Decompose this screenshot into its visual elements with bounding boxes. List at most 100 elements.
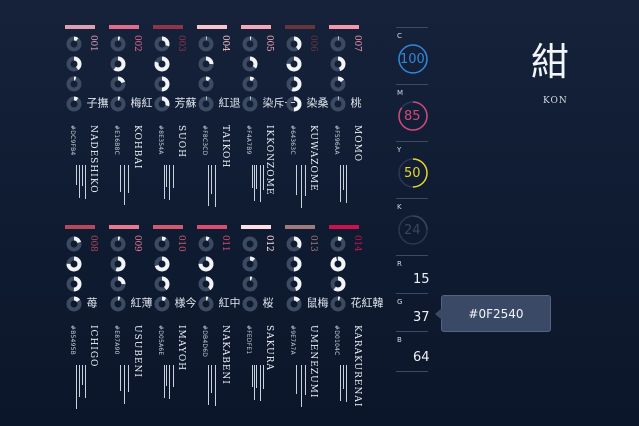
color-swatch-bar [197,25,227,29]
mini-ring-icon [154,296,170,312]
key-value: 24 [404,223,421,238]
rgb-line [124,365,125,404]
cyan-value: 100 [400,52,425,67]
rgb-line [82,165,83,186]
rgb-line [305,365,306,395]
key-ring [398,215,428,245]
rgb-line [76,365,77,409]
color-swatch-bar [109,225,139,229]
divider [396,198,428,199]
mini-ring-icon [330,76,346,92]
color-swatch-bar [197,225,227,229]
rgb-lines [208,365,222,410]
cmyk-label-y: Y [397,146,402,154]
cmyk-mini-rings [286,36,302,116]
rgb-line [301,165,302,208]
cmyk-mini-rings [66,236,82,316]
divider [396,371,428,372]
color-hex: #D0104C [333,325,340,356]
color-romaji: TAIKOH [220,125,230,169]
mini-ring-icon [154,56,170,72]
rgb-lines [252,165,266,210]
cyan-ring [398,44,428,74]
color-hex: #D05A6E [157,325,164,356]
color-number: 011 [220,235,230,252]
color-swatch-bar [153,25,183,29]
color-swatch-bar [241,225,271,229]
color-swatch-bar [153,225,183,229]
rgb-lines [296,365,310,410]
rgb-line [301,365,302,407]
color-kanji: 中紅 [217,297,241,309]
cmyk-mini-rings [330,36,346,116]
color-hex: #B5495B [69,325,76,355]
color-number: 003 [176,35,186,52]
rgb-line [343,365,344,389]
mini-ring-icon [198,296,214,312]
mini-ring-icon [286,256,302,272]
rgb-line [340,165,341,202]
color-kanji: 今様 [173,297,197,309]
color-romaji: MOMO [352,125,362,163]
mini-ring-icon [330,256,346,272]
color-romaji: USUBENI [132,325,142,378]
rgb-line [173,165,174,188]
mini-ring-icon [110,276,126,292]
cmyk-mini-rings [66,36,82,116]
hex-tooltip[interactable]: #0F2540 [435,295,551,332]
cmyk-mini-rings [198,36,214,116]
mini-ring-icon [198,276,214,292]
mini-ring-icon [110,236,126,252]
cmyk-mini-rings [286,236,302,316]
rgb-line [208,165,209,206]
rgb-line [169,165,170,200]
color-romaji: KUWAZOME [308,125,318,192]
green-value: 37 [413,310,430,325]
color-number: 007 [352,35,362,52]
divider [396,331,428,332]
color-romaji: NADESHIKO [88,125,98,194]
cmyk-mini-rings [110,36,126,116]
mini-ring-icon [198,36,214,52]
mini-ring-icon [110,96,126,112]
rgb-line [343,165,344,190]
rgb-lines [208,165,222,210]
color-number: 004 [220,35,230,52]
color-hex: #8E354A [157,125,164,155]
magenta-ring [398,101,428,131]
rgb-line [128,165,129,193]
color-hex: #F596AA [333,125,340,155]
mini-ring-icon [154,96,170,112]
color-hex: #E87A90 [113,325,120,355]
rgb-lines [252,365,266,410]
rgb-line [211,165,212,194]
rgb-line [76,165,77,185]
blue-value: 64 [413,350,430,365]
cmyk-mini-rings [110,236,126,316]
color-swatch-bar [285,225,315,229]
color-hex: #F4A7B9 [245,125,252,155]
mini-ring-icon [198,96,214,112]
rgb-line [215,165,216,207]
rgb-line [173,365,174,387]
mini-ring-icon [66,276,82,292]
rgb-lines [120,165,134,210]
color-romaji: KOHBAI [132,125,142,170]
color-number: 009 [132,235,142,252]
mini-ring-icon [66,236,82,252]
rgb-line [166,365,167,386]
rgb-line [254,165,255,201]
color-romaji: NAKABENI [220,325,230,385]
mini-ring-icon [66,36,82,52]
color-swatch-bar [241,25,271,29]
mini-ring-icon [66,76,82,92]
rgb-line [169,365,170,399]
color-swatch-bar [329,25,359,29]
cmyk-mini-rings [330,236,346,316]
rgb-line [79,165,80,198]
rgb-line [215,365,216,406]
rgb-line [256,365,257,388]
color-number: 002 [132,35,142,52]
rgb-line [296,165,297,195]
mini-ring-icon [242,76,258,92]
